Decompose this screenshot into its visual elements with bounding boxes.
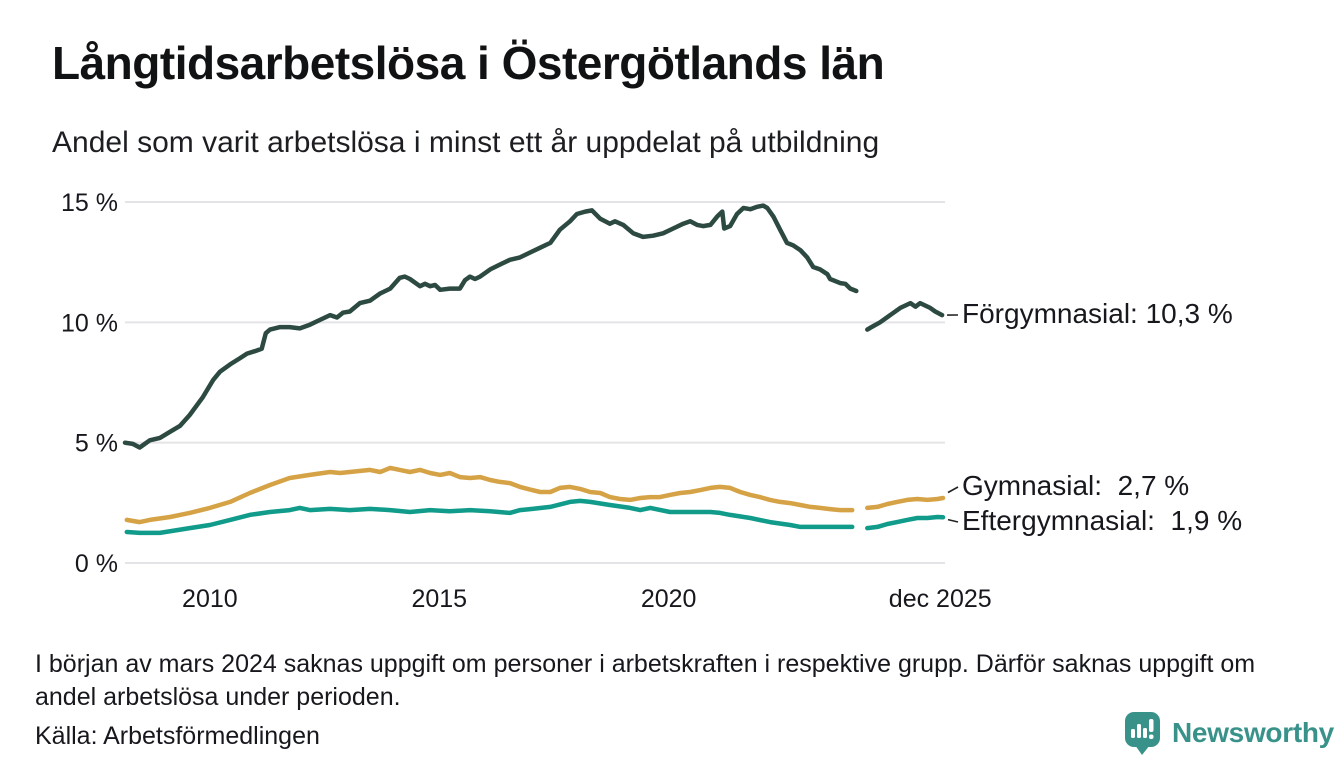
- footnote: I början av mars 2024 saknas uppgift om …: [35, 648, 1255, 713]
- series-line-eftergymnasial-after-gap: [865, 514, 946, 531]
- series-line-förgymnasial: [122, 203, 859, 450]
- series-label-forgymnasial: Förgymnasial: 10,3 %: [962, 298, 1233, 329]
- series-label-eftergymnasial: Eftergymnasial: 1,9 %: [962, 505, 1243, 536]
- x-axis-tick-label: 2020: [641, 585, 697, 613]
- x-axis-tick-label: dec 2025: [889, 585, 992, 613]
- series-line-förgymnasial-after-gap: [865, 300, 945, 332]
- y-axis-tick-label: 0 %: [75, 550, 118, 578]
- x-axis-tick-label: 2010: [182, 585, 238, 613]
- y-axis-tick-label: 10 %: [61, 309, 118, 337]
- x-axis-tick-label: 2015: [411, 585, 467, 613]
- source-note: Källa: Arbetsförmedlingen: [35, 722, 320, 750]
- newsworthy-logo: Newsworthy: [1122, 710, 1334, 756]
- page-subtitle: Andel som varit arbetslösa i minst ett å…: [52, 126, 880, 159]
- series-line-gymnasial: [124, 465, 855, 525]
- y-axis-tick-label: 5 %: [75, 430, 118, 458]
- label-connector-gymnasial: [947, 486, 959, 494]
- page-title: Långtidsarbetslösa i Östergötlands län: [52, 37, 885, 89]
- newsworthy-logo-icon: [1125, 712, 1160, 755]
- series-line-gymnasial-after-gap: [865, 495, 946, 511]
- line-chart: 0 % 5 % 10 % 15 % 2010 2015 2020 dec 2025: [61, 189, 992, 613]
- footnote-line-2: andel arbetslösa under perioden.: [35, 682, 401, 711]
- footnote-line-1: I början av mars 2024 saknas uppgift om …: [35, 650, 1256, 678]
- y-axis-tick-label: 15 %: [61, 189, 118, 217]
- series-line-eftergymnasial: [124, 498, 855, 536]
- label-connector-eftergymnasial: [947, 518, 959, 523]
- newsworthy-wordmark: Newsworthy: [1172, 717, 1334, 748]
- series-label-gymnasial: Gymnasial: 2,7 %: [962, 470, 1190, 501]
